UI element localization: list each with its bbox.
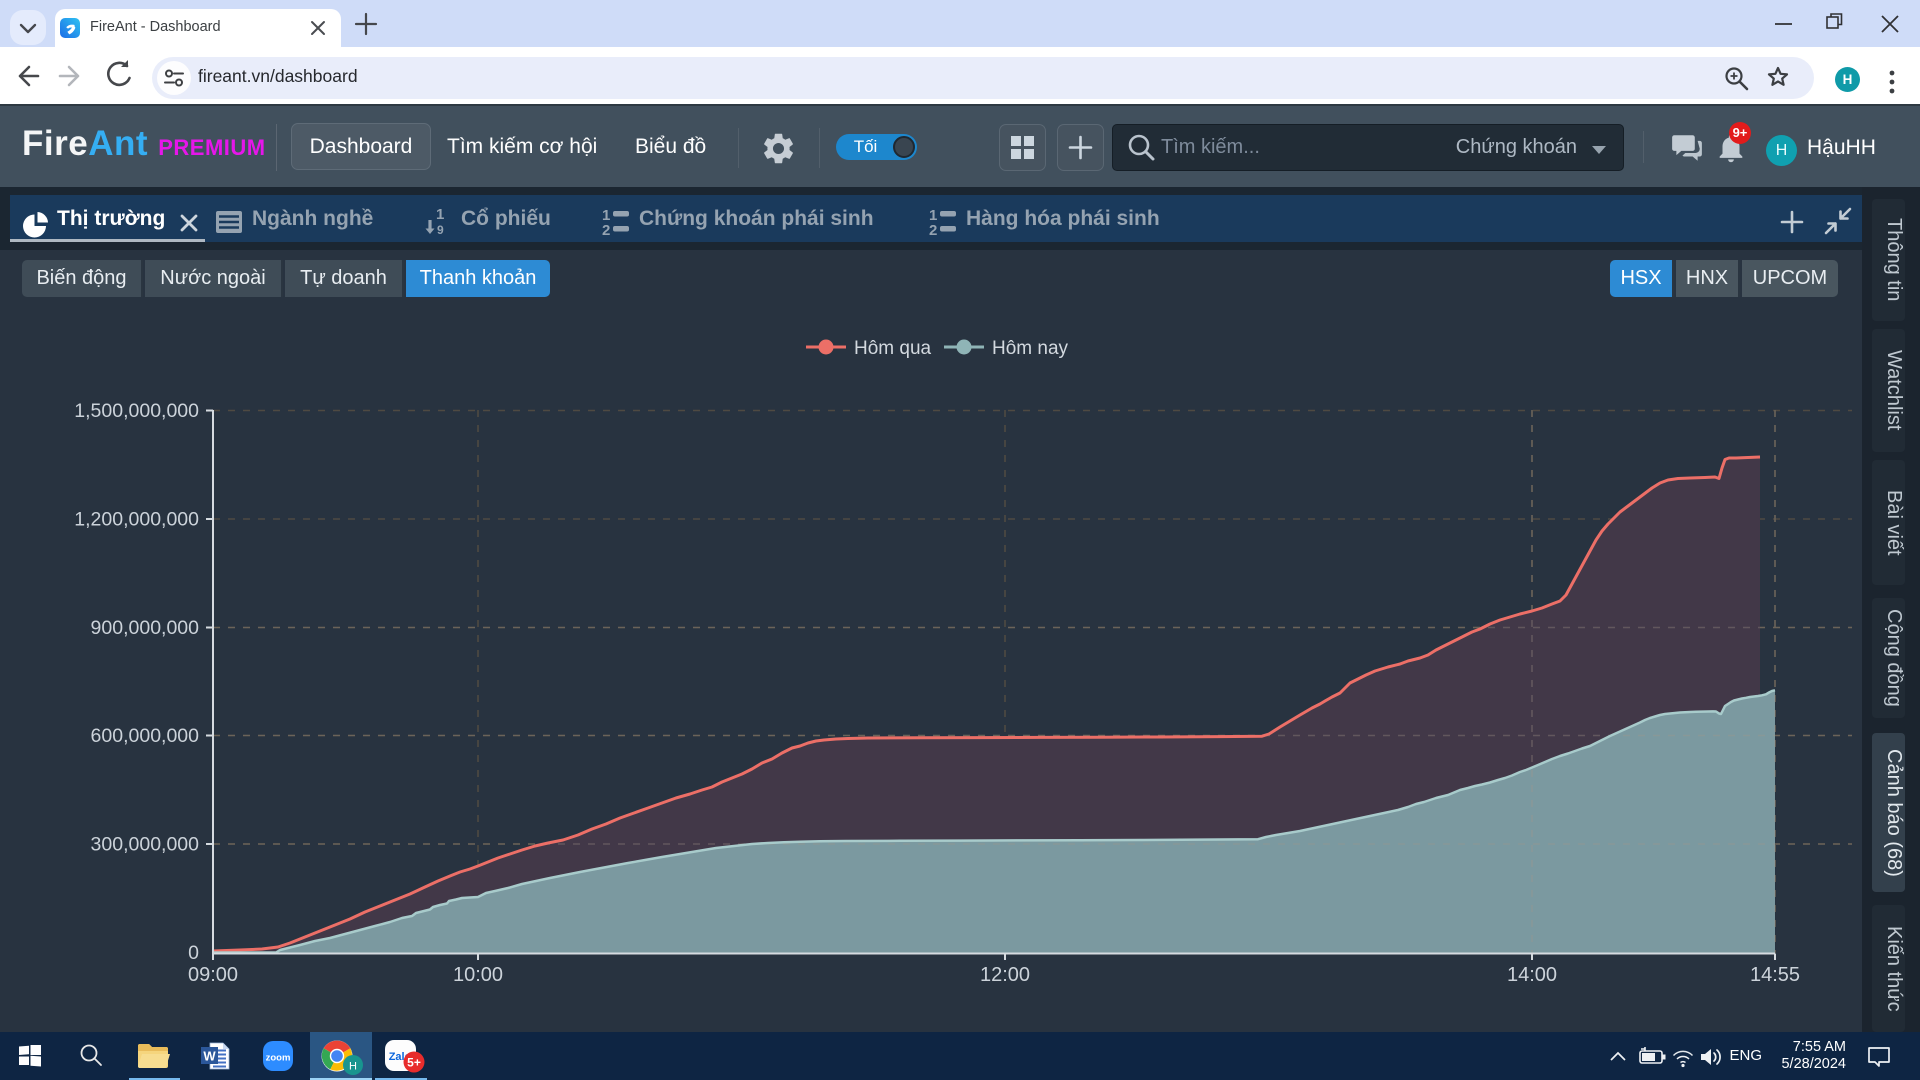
svg-text:1,200,000,000: 1,200,000,000 (74, 509, 199, 531)
svg-text:Hôm qua: Hôm qua (854, 338, 932, 359)
svg-text:1: 1 (436, 207, 444, 223)
svg-text:Hôm nay: Hôm nay (992, 338, 1069, 359)
svg-text:W: W (203, 1049, 216, 1064)
svg-text:300,000,000: 300,000,000 (91, 834, 200, 856)
svg-text:2: 2 (602, 222, 610, 237)
svg-text:900,000,000: 900,000,000 (91, 617, 200, 639)
svg-text:2: 2 (929, 222, 937, 237)
svg-text:14:00: 14:00 (1507, 964, 1557, 986)
svg-text:600,000,000: 600,000,000 (91, 725, 200, 747)
svg-text:14:55: 14:55 (1750, 964, 1800, 986)
svg-text:9: 9 (437, 223, 444, 237)
svg-text:10:00: 10:00 (453, 964, 503, 986)
svg-text:5+: 5+ (407, 1056, 421, 1070)
svg-text:H: H (349, 1061, 357, 1073)
svg-text:1: 1 (929, 207, 937, 224)
svg-text:0: 0 (188, 942, 199, 964)
svg-text:zoom: zoom (266, 1053, 291, 1064)
svg-text:1: 1 (602, 207, 610, 224)
svg-text:1,500,000,000: 1,500,000,000 (74, 400, 199, 422)
svg-text:12:00: 12:00 (980, 964, 1030, 986)
svg-text:09:00: 09:00 (188, 964, 238, 986)
